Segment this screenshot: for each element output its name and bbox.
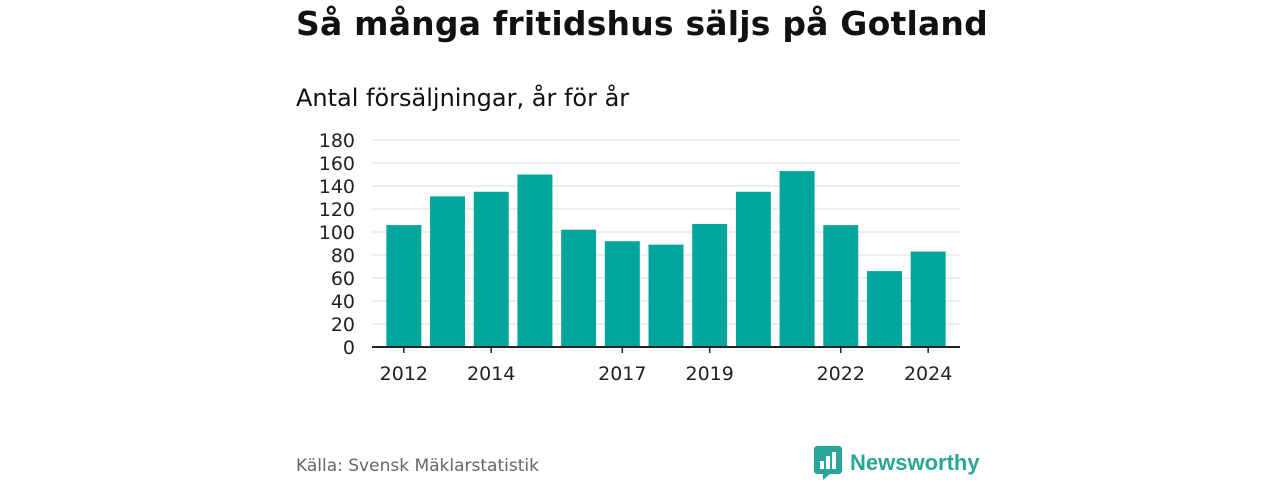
- y-tick-label: 140: [319, 176, 355, 198]
- y-tick-label: 40: [331, 291, 355, 313]
- x-axis-ticks: 2012 2014 2017 2019 2022 2024: [380, 347, 952, 385]
- bar-2021: [779, 171, 815, 347]
- bar-2012: [386, 225, 422, 347]
- bar-2013: [430, 196, 466, 347]
- y-tick-label: 60: [331, 268, 355, 290]
- brand-name: Newsworthy: [850, 450, 980, 475]
- y-tick-label: 120: [319, 199, 355, 221]
- y-tick-label: 0: [343, 337, 355, 359]
- bar-2023: [866, 271, 902, 347]
- bar-2022: [823, 225, 859, 347]
- newsworthy-logo-icon: [814, 446, 842, 480]
- bar-2019: [692, 223, 728, 347]
- bar-2018: [648, 244, 684, 347]
- x-tick-label: 2012: [380, 363, 428, 385]
- y-tick-label: 160: [319, 153, 355, 175]
- y-tick-label: 80: [331, 245, 355, 267]
- chart-subtitle: Antal försäljningar, år för år: [296, 84, 630, 112]
- bars: [386, 171, 946, 347]
- x-tick-label: 2022: [817, 363, 865, 385]
- y-tick-label: 180: [319, 130, 355, 152]
- source-note: Källa: Svensk Mäklarstatistik: [296, 456, 539, 476]
- bar-2015: [517, 174, 553, 347]
- x-tick-label: 2019: [686, 363, 734, 385]
- brand-logo: Newsworthy: [814, 446, 980, 480]
- bar-2020: [735, 191, 771, 347]
- x-tick-label: 2017: [598, 363, 646, 385]
- bar-2016: [561, 229, 597, 347]
- y-tick-label: 100: [319, 222, 355, 244]
- bar-2017: [604, 241, 640, 347]
- x-tick-label: 2014: [467, 363, 515, 385]
- y-tick-label: 20: [331, 314, 355, 336]
- bar-2014: [473, 191, 509, 347]
- chart-title: Så många fritidshus säljs på Gotland: [296, 4, 988, 43]
- bar-2024: [910, 251, 946, 347]
- x-tick-label: 2024: [904, 363, 952, 385]
